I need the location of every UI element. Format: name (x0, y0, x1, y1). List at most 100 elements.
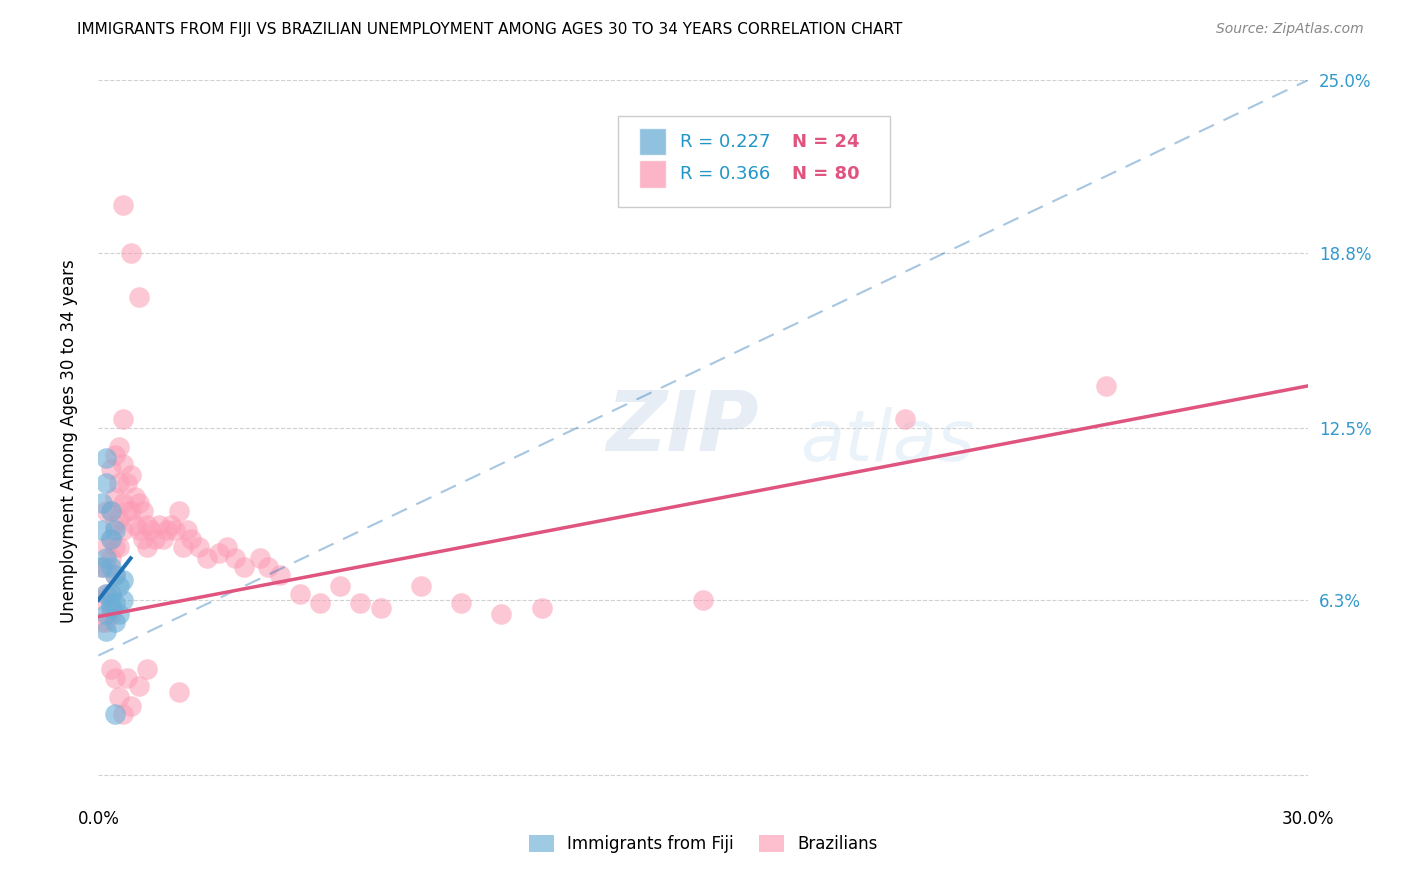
Point (100, 601, 122, 615)
Text: R = 0.366: R = 0.366 (681, 165, 770, 183)
Point (111, 457, 134, 471)
Point (100, 607, 122, 621)
Point (195, 551, 218, 566)
Point (100, 532, 122, 546)
Point (135, 662, 157, 676)
Point (128, 496, 150, 510)
Point (530, 601, 553, 615)
Point (96, 587, 118, 601)
Point (107, 476, 129, 491)
Point (893, 412, 915, 426)
Point (91, 559, 114, 574)
Point (180, 532, 202, 546)
Point (249, 551, 271, 566)
Point (163, 524, 186, 538)
Point (100, 587, 122, 601)
Point (135, 517, 157, 532)
Point (91, 559, 114, 574)
Point (103, 490, 125, 504)
Point (1095, 379, 1118, 393)
Point (96, 551, 118, 566)
Point (100, 559, 122, 574)
Point (103, 568, 125, 582)
Text: IMMIGRANTS FROM FIJI VS BRAZILIAN UNEMPLOYMENT AMONG AGES 30 TO 34 YEARS CORRELA: IMMIGRANTS FROM FIJI VS BRAZILIAN UNEMPL… (77, 22, 903, 37)
Point (96, 587, 118, 601)
Point (107, 512, 129, 526)
Point (329, 579, 352, 593)
Point (107, 579, 129, 593)
FancyBboxPatch shape (638, 161, 665, 188)
Point (100, 532, 122, 546)
Point (100, 504, 122, 518)
Point (139, 524, 162, 538)
Point (167, 684, 190, 698)
Point (100, 462, 122, 476)
Point (103, 615, 125, 630)
Point (232, 559, 254, 574)
Point (103, 671, 125, 685)
Point (115, 671, 138, 685)
Legend: Immigrants from Fiji, Brazilians: Immigrants from Fiji, Brazilians (522, 828, 884, 860)
Point (111, 198, 134, 212)
Point (91, 524, 114, 538)
Point (692, 593, 714, 607)
Point (111, 412, 134, 426)
Text: R = 0.227: R = 0.227 (681, 133, 770, 151)
Text: ZIP: ZIP (606, 386, 759, 467)
Point (167, 504, 190, 518)
Point (96, 504, 118, 518)
Point (91, 615, 114, 630)
Point (107, 440, 129, 454)
Point (103, 524, 125, 538)
Point (124, 517, 146, 532)
Point (107, 607, 129, 621)
Point (103, 449, 125, 463)
Point (128, 524, 150, 538)
Point (309, 596, 332, 610)
Point (96, 559, 118, 574)
Text: N = 80: N = 80 (793, 165, 860, 183)
Point (120, 245, 142, 260)
Point (100, 596, 122, 610)
Point (100, 662, 122, 676)
Point (143, 532, 166, 546)
Point (100, 551, 122, 566)
Point (349, 596, 371, 610)
Point (96, 624, 118, 638)
Point (120, 698, 142, 713)
Point (132, 532, 155, 546)
Point (91, 496, 114, 510)
Point (132, 504, 155, 518)
Point (172, 540, 194, 554)
Point (115, 476, 138, 491)
Point (152, 532, 174, 546)
Point (256, 559, 278, 574)
Point (217, 540, 239, 554)
Point (111, 593, 134, 607)
Point (111, 524, 134, 538)
Point (103, 596, 125, 610)
Point (111, 574, 134, 588)
Point (91, 593, 114, 607)
Point (120, 504, 142, 518)
Point (111, 496, 134, 510)
Point (370, 601, 392, 615)
Point (96, 615, 118, 630)
Point (107, 540, 129, 554)
Point (188, 540, 211, 554)
Point (107, 690, 129, 705)
Point (111, 706, 134, 721)
Point (96, 540, 118, 554)
Point (148, 517, 170, 532)
Point (115, 504, 138, 518)
Point (103, 568, 125, 582)
Point (409, 579, 432, 593)
Point (103, 706, 125, 721)
Point (269, 568, 291, 582)
FancyBboxPatch shape (638, 128, 665, 155)
Point (96, 451, 118, 466)
Point (224, 551, 246, 566)
Point (96, 476, 118, 491)
Point (100, 587, 122, 601)
Point (103, 517, 125, 532)
